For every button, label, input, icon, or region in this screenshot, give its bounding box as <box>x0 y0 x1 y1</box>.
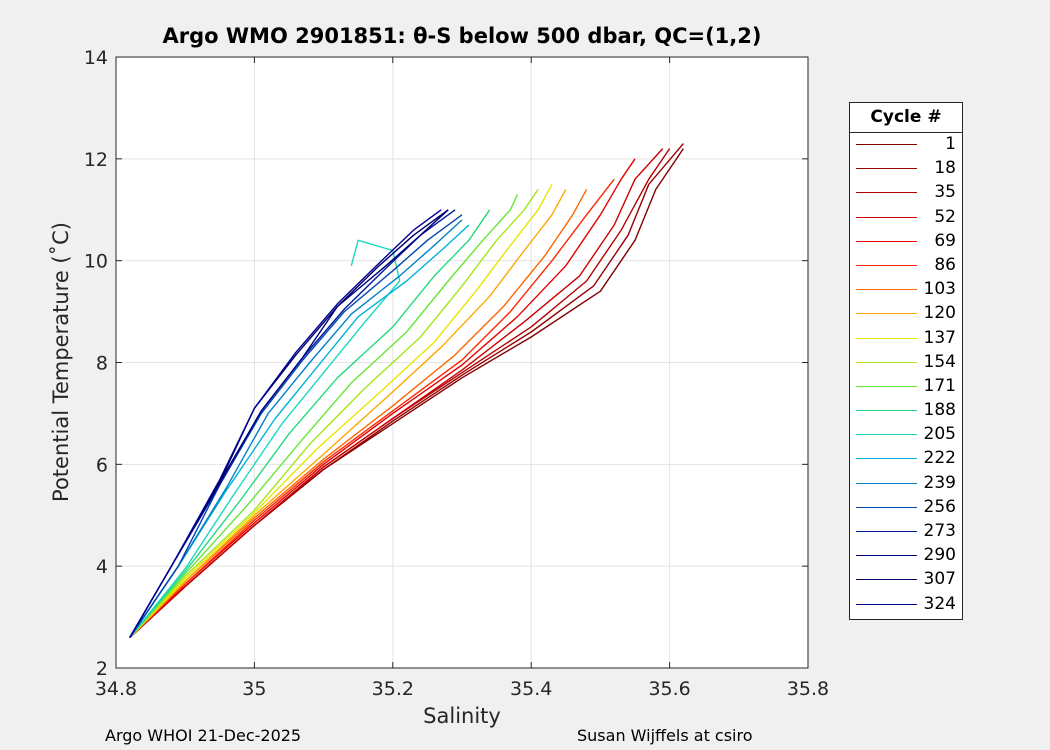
legend: Cycle # 1 18 35 52 69 86 103 120 137 154 171 188 205… <box>849 102 963 620</box>
legend-label: 52 <box>934 206 956 227</box>
x-tick-label: 35.8 <box>787 678 829 700</box>
legend-swatch <box>856 410 917 412</box>
legend-swatch <box>856 361 917 363</box>
legend-label: 273 <box>923 521 956 541</box>
x-axis-label: Salinity <box>423 704 501 728</box>
series-line-103 <box>129 189 588 638</box>
y-tick-label: 2 <box>96 658 108 680</box>
legend-swatch <box>856 216 917 218</box>
legend-label: 290 <box>923 545 956 566</box>
legend-item: 205 <box>850 423 962 447</box>
legend-label: 103 <box>923 279 956 300</box>
series-line-171 <box>129 194 519 638</box>
x-tick-label: 35.6 <box>648 678 690 700</box>
series-line-205 <box>129 239 401 638</box>
legend-swatch <box>856 458 917 460</box>
series-line-188 <box>129 209 491 638</box>
series-line-137 <box>129 183 553 638</box>
legend-item: 154 <box>850 351 962 375</box>
legend-swatch <box>856 144 917 145</box>
legend-swatch <box>856 240 917 242</box>
series-line-120 <box>129 189 567 638</box>
legend-label: 137 <box>923 327 956 348</box>
legend-label: 307 <box>923 569 956 590</box>
y-tick-label: 4 <box>96 556 108 578</box>
legend-swatch <box>856 385 917 387</box>
legend-item: 69 <box>850 230 962 254</box>
legend-swatch <box>856 192 917 194</box>
legend-item: 1 <box>850 133 962 157</box>
legend-label: 256 <box>923 496 956 517</box>
x-tick-label: 35.4 <box>510 678 552 700</box>
legend-label: 35 <box>934 182 956 203</box>
legend-swatch <box>856 482 917 484</box>
legend-item: 307 <box>850 568 962 592</box>
legend-item: 290 <box>850 544 962 568</box>
legend-swatch <box>856 337 917 339</box>
legend-item: 324 <box>850 593 962 617</box>
legend-swatch <box>856 434 917 436</box>
legend-item: 222 <box>850 447 962 471</box>
legend-item: 103 <box>850 278 962 302</box>
y-tick-label: 8 <box>96 353 108 375</box>
x-tick-label: 35 <box>242 678 266 700</box>
legend-swatch <box>856 506 917 508</box>
legend-swatch <box>856 289 917 291</box>
legend-label: 222 <box>923 448 956 469</box>
legend-item: 171 <box>850 375 962 399</box>
x-tick-label: 35.2 <box>372 678 414 700</box>
series-line-52 <box>129 148 664 639</box>
y-tick-label: 14 <box>84 47 108 69</box>
legend-item: 273 <box>850 520 962 544</box>
legend-item: 52 <box>850 206 962 230</box>
legend-label: 324 <box>923 593 956 614</box>
series-line-256 <box>129 214 463 638</box>
legend-label: 86 <box>934 254 956 275</box>
legend-item: 256 <box>850 496 962 520</box>
footer-right: Susan Wijffels at csiro <box>577 726 753 745</box>
y-tick-label: 12 <box>84 149 108 171</box>
series-line-239 <box>129 219 463 638</box>
legend-item: 35 <box>850 181 962 205</box>
legend-item: 188 <box>850 399 962 423</box>
legend-items: 1 18 35 52 69 86 103 120 137 154 171 188 205 222 239 25… <box>850 133 962 617</box>
legend-item: 18 <box>850 157 962 181</box>
legend-item: 120 <box>850 302 962 326</box>
legend-label: 188 <box>923 400 956 421</box>
legend-label: 239 <box>923 472 956 493</box>
legend-swatch <box>856 579 917 581</box>
y-tick-label: 10 <box>84 251 108 273</box>
x-tick-label: 34.8 <box>95 678 137 700</box>
legend-label: 18 <box>934 158 956 179</box>
legend-swatch <box>856 555 917 557</box>
legend-label: 205 <box>923 424 956 445</box>
legend-label: 69 <box>934 230 956 251</box>
legend-swatch <box>856 531 917 532</box>
legend-swatch <box>856 313 917 315</box>
y-tick-label: 6 <box>96 454 108 476</box>
legend-swatch <box>856 264 917 266</box>
legend-swatch <box>856 168 917 170</box>
legend-label: 120 <box>923 303 956 324</box>
legend-item: 239 <box>850 472 962 496</box>
series-line-86 <box>129 178 615 639</box>
legend-label: 154 <box>923 351 956 372</box>
legend-label: 1 <box>945 134 956 154</box>
legend-label: 171 <box>923 375 956 396</box>
legend-title: Cycle # <box>850 103 962 133</box>
legend-item: 137 <box>850 327 962 351</box>
series-line-69 <box>129 158 636 639</box>
series-line-154 <box>129 189 539 638</box>
series-line-324 <box>129 209 442 638</box>
chart-title: Argo WMO 2901851: θ-S below 500 dbar, QC… <box>162 24 762 48</box>
legend-swatch <box>856 603 917 605</box>
y-axis-label: Potential Temperature (˚C) <box>49 222 73 502</box>
footer-left: Argo WHOI 21-Dec-2025 <box>105 726 302 745</box>
legend-item: 86 <box>850 254 962 278</box>
